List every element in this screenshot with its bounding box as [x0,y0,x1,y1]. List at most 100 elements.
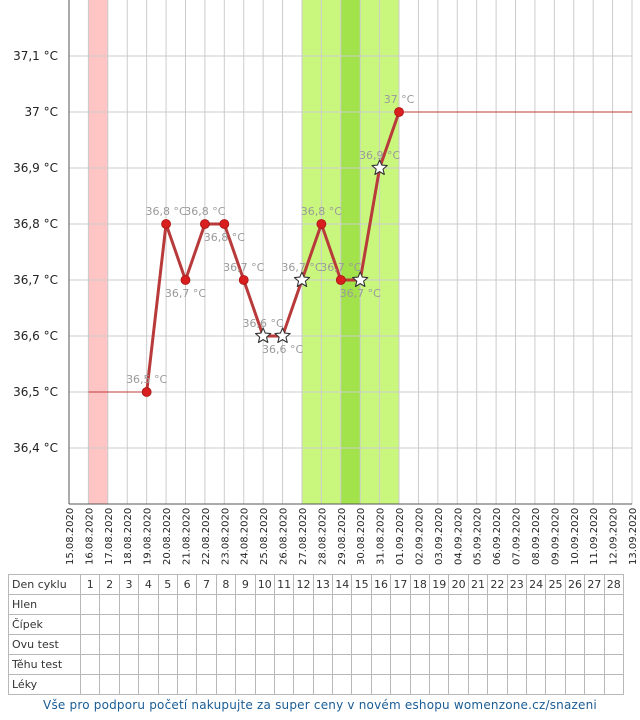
cycle-cell[interactable] [390,654,411,675]
cycle-cell[interactable] [99,634,120,655]
cycle-cell[interactable] [293,614,314,635]
cycle-cell[interactable] [273,614,295,635]
cycle-cell[interactable] [118,654,140,675]
cycle-cell[interactable] [79,654,101,675]
cycle-cell[interactable] [409,674,431,695]
cycle-cell[interactable] [138,634,159,655]
cycle-cell[interactable] [293,594,314,615]
cycle-cell[interactable] [487,614,508,635]
cycle-cell[interactable] [273,594,295,615]
cycle-cell[interactable] [118,674,140,695]
cycle-cell[interactable] [273,674,295,695]
cycle-cell[interactable] [99,594,120,615]
cycle-cell[interactable] [370,614,392,635]
cycle-cell[interactable] [79,674,101,695]
cycle-cell[interactable] [157,594,178,615]
cycle-cell[interactable] [584,634,605,655]
cycle-cell[interactable] [176,634,198,655]
cycle-cell[interactable] [99,614,120,635]
cycle-cell[interactable] [370,674,392,695]
cycle-cell[interactable] [429,614,450,635]
cycle-cell[interactable] [157,614,178,635]
cycle-cell[interactable] [545,614,566,635]
cycle-cell[interactable] [293,654,314,675]
cycle-cell[interactable] [506,674,527,695]
cycle-cell[interactable] [351,634,372,655]
cycle-cell[interactable] [351,654,372,675]
cycle-cell[interactable] [467,654,489,675]
cycle-cell[interactable] [370,654,392,675]
cycle-cell[interactable] [293,634,314,655]
cycle-cell[interactable] [564,674,586,695]
cycle-cell[interactable] [448,674,469,695]
cycle-cell[interactable] [409,634,431,655]
cycle-cell[interactable] [525,614,547,635]
cycle-cell[interactable] [390,634,411,655]
cycle-cell[interactable] [429,634,450,655]
cycle-cell[interactable] [603,654,625,675]
cycle-cell[interactable] [487,634,508,655]
cycle-cell[interactable] [254,594,275,615]
cycle-cell[interactable] [351,614,372,635]
cycle-cell[interactable] [138,674,159,695]
cycle-cell[interactable] [351,674,372,695]
cycle-cell[interactable] [545,654,566,675]
cycle-cell[interactable] [506,634,527,655]
cycle-cell[interactable] [312,614,334,635]
cycle-cell[interactable] [332,634,353,655]
cycle-cell[interactable] [215,594,237,615]
cycle-cell[interactable] [79,614,101,635]
cycle-cell[interactable] [157,654,178,675]
cycle-cell[interactable] [176,614,198,635]
cycle-cell[interactable] [487,594,508,615]
cycle-cell[interactable] [448,634,469,655]
cycle-cell[interactable] [235,614,256,635]
cycle-cell[interactable] [118,614,140,635]
cycle-cell[interactable] [448,594,469,615]
cycle-cell[interactable] [584,674,605,695]
cycle-cell[interactable] [99,674,120,695]
cycle-cell[interactable] [506,594,527,615]
cycle-cell[interactable] [312,594,334,615]
cycle-cell[interactable] [196,634,217,655]
cycle-cell[interactable] [525,674,547,695]
cycle-cell[interactable] [545,634,566,655]
promo-footer-link[interactable]: Vše pro podporu početí nakupujte za supe… [43,698,597,712]
cycle-cell[interactable] [118,634,140,655]
cycle-cell[interactable] [603,614,625,635]
cycle-cell[interactable] [370,634,392,655]
cycle-cell[interactable] [603,674,625,695]
cycle-cell[interactable] [467,634,489,655]
cycle-cell[interactable] [525,594,547,615]
cycle-cell[interactable] [196,654,217,675]
cycle-cell[interactable] [603,634,625,655]
cycle-cell[interactable] [235,634,256,655]
cycle-cell[interactable] [467,614,489,635]
cycle-cell[interactable] [525,634,547,655]
cycle-cell[interactable] [312,654,334,675]
cycle-cell[interactable] [370,594,392,615]
cycle-cell[interactable] [138,594,159,615]
cycle-cell[interactable] [564,654,586,675]
cycle-cell[interactable] [99,654,120,675]
cycle-cell[interactable] [254,614,275,635]
cycle-cell[interactable] [312,674,334,695]
cycle-cell[interactable] [196,614,217,635]
cycle-cell[interactable] [235,594,256,615]
cycle-cell[interactable] [332,674,353,695]
cycle-cell[interactable] [235,654,256,675]
cycle-cell[interactable] [273,634,295,655]
cycle-cell[interactable] [312,634,334,655]
cycle-cell[interactable] [448,614,469,635]
cycle-cell[interactable] [487,674,508,695]
cycle-cell[interactable] [429,654,450,675]
cycle-cell[interactable] [429,594,450,615]
cycle-cell[interactable] [564,614,586,635]
cycle-cell[interactable] [79,634,101,655]
cycle-cell[interactable] [176,674,198,695]
cycle-cell[interactable] [584,614,605,635]
cycle-cell[interactable] [273,654,295,675]
cycle-cell[interactable] [564,634,586,655]
cycle-cell[interactable] [545,674,566,695]
cycle-cell[interactable] [215,674,237,695]
